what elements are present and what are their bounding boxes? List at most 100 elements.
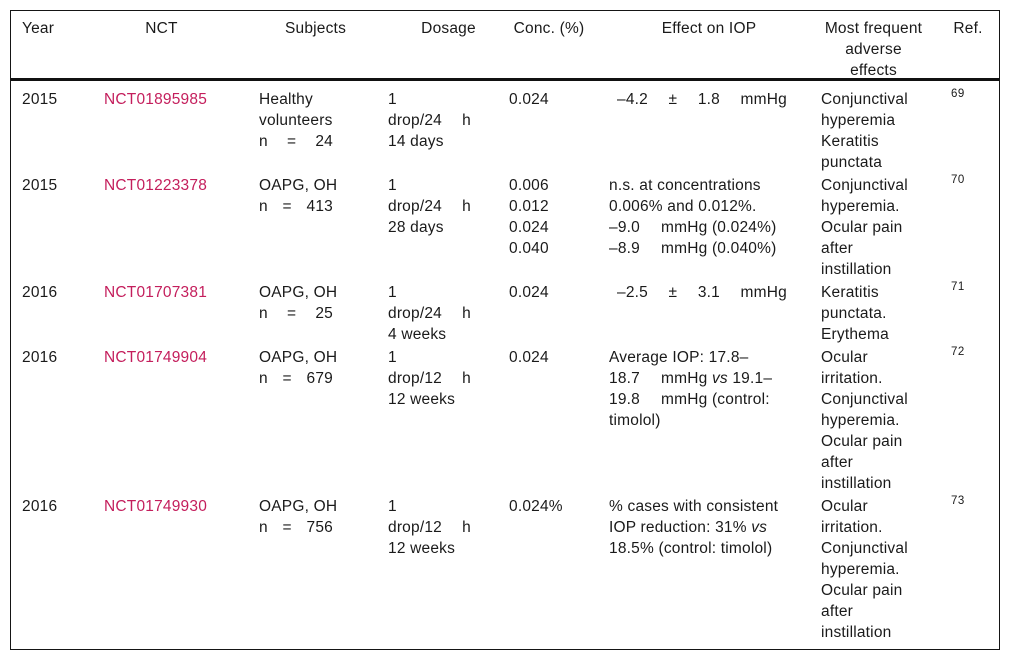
subjects-n-line: n = 413 [259, 196, 333, 217]
effect-sd: 3.1 [697, 284, 720, 301]
subjects-line: OAPG, OH [259, 349, 338, 366]
header-nct: NCT [145, 20, 178, 37]
conc-value: 0.024 [509, 284, 549, 301]
effect-cell: n.s. at concentrations 0.006% and 0.012%… [609, 175, 821, 259]
dosage-frequency: drop/24 [388, 198, 442, 215]
adverse-line: Ocular [821, 349, 868, 366]
adverse-line: instillation [821, 624, 892, 641]
nct-link[interactable]: NCT01749904 [104, 349, 208, 366]
dosage-drops: 1 [388, 91, 397, 108]
effect-unit: mmHg [661, 370, 712, 387]
subjects-line: Healthy [259, 91, 313, 108]
header-adverse-line: effects [850, 62, 897, 79]
dosage-duration: 4 weeks [388, 326, 447, 343]
adverse-line: instillation [821, 261, 892, 278]
clinical-trials-table: Year NCT Subjects Dosage Conc. (%) Effec… [10, 10, 1000, 650]
dosage-duration: 12 weeks [388, 391, 456, 408]
effect-line: 18.5% (control: timolol) [609, 540, 773, 557]
reference-number: 70 [951, 174, 965, 186]
conc-value: 0.024 [509, 219, 549, 236]
n-value: 413 [306, 198, 333, 215]
conc-value: 0.012 [509, 198, 549, 215]
effect-sd: 1.8 [697, 91, 720, 108]
table-body: 2015 NCT01895985 Healthy volunteers n = … [11, 81, 999, 649]
subjects-n-line: n = 25 [259, 303, 333, 324]
vs-italic: vs [751, 519, 768, 536]
adverse-line: hyperemia. [821, 561, 900, 578]
dosage-duration: 28 days [388, 219, 444, 236]
year-value: 2016 [22, 349, 58, 366]
adverse-line: after [821, 454, 854, 471]
conc-value: 0.024 [509, 349, 549, 366]
effect-line: 0.006% and 0.012%. [609, 198, 757, 215]
dosage-cell: 1 drop/24 h 14 days [388, 89, 509, 152]
header-effect-on-iop: Effect on IOP [661, 20, 757, 37]
conc-cell: 0.024 [509, 89, 609, 110]
reference-number: 71 [951, 281, 965, 293]
reference-number: 73 [951, 495, 965, 507]
n-equals: = [286, 133, 297, 150]
vs-italic: vs [711, 370, 728, 387]
adverse-line: after [821, 240, 854, 257]
dosage-frequency-line: drop/24 h [388, 303, 471, 324]
nct-link[interactable]: NCT01895985 [104, 91, 208, 108]
table-row: 2015 NCT01895985 Healthy volunteers n = … [22, 88, 999, 175]
subjects-cell: OAPG, OH n = 25 [259, 282, 388, 324]
nct-cell: NCT01749930 [104, 496, 259, 517]
nct-link[interactable]: NCT01707381 [104, 284, 208, 301]
effect-line: –9.0 mmHg (0.024%) [609, 217, 821, 238]
adverse-line: Conjunctival [821, 391, 908, 408]
dosage-drops: 1 [388, 177, 397, 194]
adverse-line: punctata [821, 154, 883, 171]
adverse-line: Ocular pain [821, 582, 903, 599]
effect-delta: –4.2 [617, 91, 648, 108]
adverse-line: punctata. [821, 305, 887, 322]
subjects-cell: Healthy volunteers n = 24 [259, 89, 388, 152]
dosage-cell: 1 drop/12 h 12 weeks [388, 347, 509, 410]
plus-minus-sign: ± [668, 91, 678, 108]
dosage-frequency: drop/12 [388, 519, 442, 536]
effect-line: 19.8 mmHg (control: [609, 389, 821, 410]
nct-cell: NCT01749904 [104, 347, 259, 368]
n-equals: = [282, 198, 292, 215]
adverse-line: irritation. [821, 519, 883, 536]
effect-line: 18.7 mmHg vs 19.1– [609, 368, 821, 389]
effect-value: 19.8 [609, 391, 640, 408]
header-ref: Ref. [953, 20, 983, 37]
nct-link[interactable]: NCT01749930 [104, 498, 208, 515]
adverse-line: hyperemia. [821, 198, 900, 215]
dosage-frequency: drop/24 [388, 305, 442, 322]
adverse-line: after [821, 603, 854, 620]
adverse-line: Erythema [821, 326, 889, 343]
dosage-frequency: drop/24 [388, 112, 442, 129]
nct-link[interactable]: NCT01223378 [104, 177, 208, 194]
conc-cell: 0.024 [509, 347, 609, 368]
table-row: 2016 NCT01707381 OAPG, OH n = 25 1 drop/… [22, 281, 999, 347]
effect-cell: –4.2 ± 1.8 mmHg [609, 89, 821, 110]
adverse-line: Keratitis [821, 284, 879, 301]
adverse-cell: Ocular irritation. Conjunctival hyperemi… [821, 347, 946, 494]
adverse-line: Ocular [821, 498, 868, 515]
dosage-frequency-line: drop/24 h [388, 196, 471, 217]
effect-delta: –9.0 [609, 219, 640, 236]
effect-line: –2.5 ± 3.1 mmHg [617, 282, 787, 303]
subjects-n-line: n = 679 [259, 368, 333, 389]
n-label: n [259, 198, 268, 215]
adverse-line: instillation [821, 475, 892, 492]
dosage-unit: h [462, 112, 471, 129]
table-row: 2016 NCT01749930 OAPG, OH n = 756 1 drop… [22, 495, 999, 645]
adverse-cell: Conjunctival hyperemia Keratitis punctat… [821, 89, 946, 173]
dosage-drops: 1 [388, 498, 397, 515]
subjects-n-line: n = 756 [259, 517, 333, 538]
adverse-cell: Conjunctival hyperemia. Ocular pain afte… [821, 175, 946, 280]
n-value: 25 [315, 305, 333, 322]
effect-cell: % cases with consistent IOP reduction: 3… [609, 496, 821, 559]
dosage-frequency-line: drop/24 h [388, 110, 471, 131]
ref-cell: 70 [946, 174, 990, 196]
table-row: 2016 NCT01749904 OAPG, OH n = 679 1 drop… [22, 346, 999, 496]
adverse-line: Conjunctival [821, 91, 908, 108]
effect-line: % cases with consistent [609, 498, 779, 515]
conc-value: 0.024 [509, 91, 549, 108]
subjects-cell: OAPG, OH n = 413 [259, 175, 388, 217]
subjects-line: OAPG, OH [259, 284, 338, 301]
